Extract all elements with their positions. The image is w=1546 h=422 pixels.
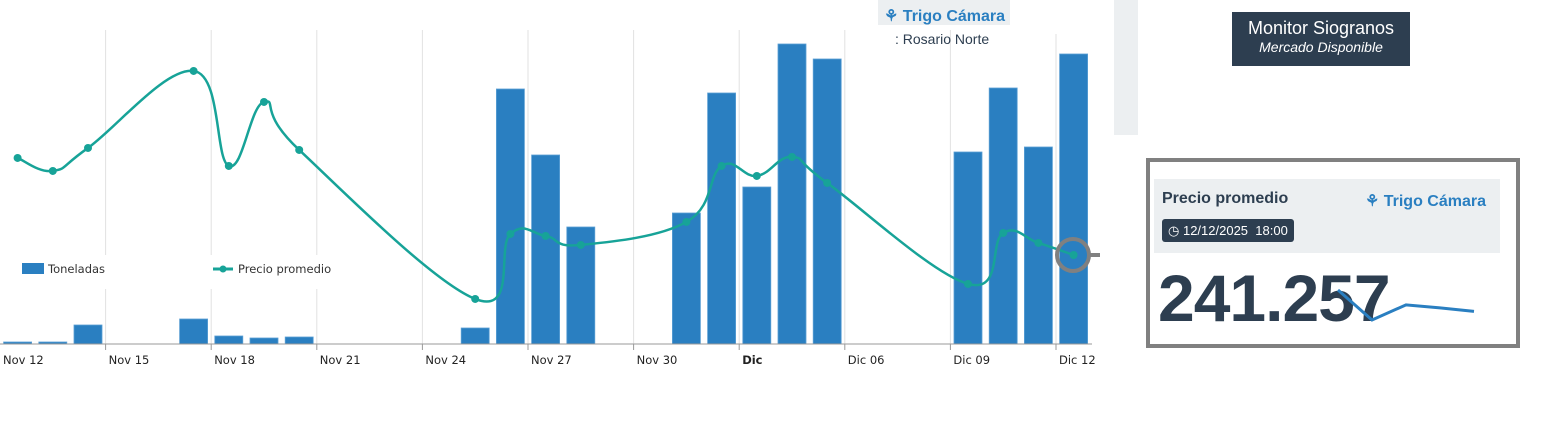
price-point[interactable] [1069,251,1078,259]
wheat-icon: ⚘ [1364,193,1384,210]
legend-point-swatch [219,265,227,273]
price-point[interactable] [717,161,726,170]
sparkline [1337,288,1475,322]
header-spacer [1010,0,1126,34]
bar-toneladas[interactable] [812,58,842,345]
card-label: Precio promedio [1162,190,1289,207]
legend-bar-swatch [22,263,44,274]
price-value: 241.257 [1158,261,1391,335]
highlight-ring [1055,237,1091,273]
date: 12/12/2025 [1182,223,1249,238]
bar-toneladas[interactable] [672,212,701,345]
time: 18:00 [1255,223,1288,238]
x-tick-label: Nov 21 [320,353,361,367]
price-point[interactable] [964,279,972,288]
card-product: ⚘ Trigo Cámara [1365,191,1486,211]
bar-toneladas[interactable] [531,154,560,345]
price-point[interactable] [541,231,550,240]
bar-toneladas[interactable] [73,324,103,345]
x-tick-label: Nov 18 [214,353,255,367]
bar-toneladas[interactable] [742,186,772,345]
x-tick-label: Dic 06 [848,353,885,367]
price-point[interactable] [84,143,92,152]
chart: Nov 12 Nov 15 Nov 18 Nov 21 Nov 24 Nov 27 Nov … [0,30,1100,367]
bar-toneladas[interactable] [707,92,736,345]
price-point[interactable] [471,294,480,303]
x-tick-label: Nov 24 [425,353,466,367]
price-card: Precio promedio ⚘ Trigo Cámara ◷ 12/12/2… [1146,158,1520,348]
product-title-box [878,0,1010,25]
x-tick-label: Nov 30 [637,353,678,367]
wheat-icon: ⚘ [884,8,903,25]
legend-label-precio[interactable]: Precio promedio [238,262,331,276]
legend-label-toneladas[interactable]: Toneladas [47,262,105,276]
product-name: Trigo Cámara [902,8,1006,25]
price-point[interactable] [13,153,22,162]
price-point[interactable] [48,166,57,175]
bar-toneladas[interactable] [284,336,314,345]
x-tick-label: Dic 12 [1059,353,1096,367]
card-header: Precio promedio ⚘ Trigo Cámara ◷ 12/12/2… [1154,179,1500,253]
legend-background [0,255,335,289]
price-point[interactable] [506,229,515,238]
bar-toneladas[interactable] [953,151,983,345]
x-tick-label: Nov 12 [3,353,44,367]
bar-toneladas[interactable] [988,87,1018,345]
monitor-badge: Monitor Siogranos Mercado Disponible [1232,12,1410,66]
price-point[interactable] [1034,238,1043,247]
x-tick-label: Dic 09 [953,353,990,367]
x-tick-label: Nov 15 [109,353,150,367]
clock-icon: ◷ [1168,223,1183,238]
price-point[interactable] [752,171,761,180]
monitor-subtitle: Mercado Disponible [1259,39,1383,55]
scroll-bar[interactable] [1114,0,1138,135]
legend[interactable]: Toneladas Precio promedio [22,262,331,276]
bar-toneladas[interactable] [777,43,807,345]
price-point[interactable] [295,145,304,154]
price-point[interactable] [260,97,268,106]
location-label: : Rosario Norte [895,31,990,47]
price-point[interactable] [999,228,1008,237]
x-tick-label: Nov 27 [531,353,572,367]
bar-toneladas[interactable] [460,327,490,345]
x-tick-label: Dic [742,353,762,367]
sparkline-path [1337,288,1475,322]
monitor-title: Monitor Siogranos [1247,18,1395,38]
timestamp-badge: ◷ 12/12/2025 18:00 [1162,219,1294,242]
bar-toneladas[interactable] [1059,53,1088,345]
bar-toneladas[interactable] [249,337,279,345]
product-title: ⚘ Trigo Cámara [884,6,1005,26]
price-point[interactable] [682,217,691,226]
bar-toneladas[interactable] [179,318,209,345]
card-product-name: Trigo Cámara [1383,193,1486,210]
price-point[interactable] [823,178,832,187]
price-point[interactable] [189,66,198,75]
bar-toneladas[interactable] [214,335,244,345]
bar-toneladas[interactable] [495,88,525,345]
price-point[interactable] [576,240,585,249]
price-point[interactable] [788,152,796,161]
price-point[interactable] [224,161,233,170]
